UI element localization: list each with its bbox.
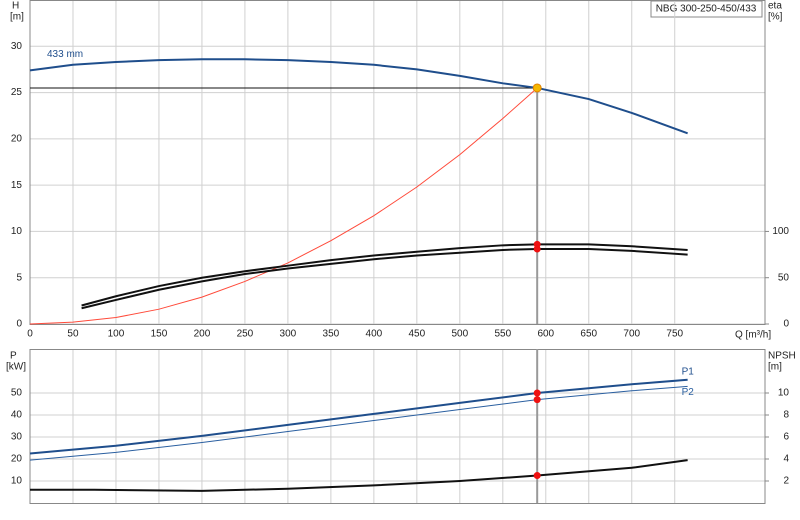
series-line (81, 248, 688, 310)
duty-marker (533, 389, 541, 397)
series-line (29, 58, 688, 135)
series-line (29, 378, 688, 455)
y2-label: eta (768, 1, 782, 12)
y2-tick-label: 0 (783, 319, 789, 330)
y-tick-label: 50 (11, 388, 23, 399)
series-line (29, 385, 688, 461)
series-label: P2 (682, 387, 695, 398)
y2-tick-label: 6 (783, 432, 789, 443)
y-unit: [kW] (6, 362, 26, 373)
series-line (81, 243, 688, 307)
chart-title: NBG 300-250-450/433 (656, 4, 757, 15)
y2-tick-label: 8 (783, 410, 789, 421)
duty-marker (533, 245, 541, 253)
x-tick-label: 350 (323, 329, 340, 340)
y-tick-label: 10 (11, 476, 23, 487)
y-label: P (10, 351, 17, 362)
x-tick-label: 500 (451, 329, 468, 340)
y-unit: [m] (10, 12, 24, 23)
x-tick-label: 100 (108, 329, 125, 340)
x-tick-label: 600 (537, 329, 554, 340)
x-tick-label: 0 (27, 329, 33, 340)
y2-unit: [%] (768, 12, 783, 23)
y-tick-label: 5 (16, 272, 22, 283)
y-tick-label: 0 (16, 319, 22, 330)
x-tick-label: 550 (494, 329, 511, 340)
y-tick-label: 30 (11, 41, 23, 52)
x-tick-label: 750 (666, 329, 683, 340)
duty-marker (533, 396, 541, 404)
series-label: P1 (682, 366, 695, 377)
y-tick-label: 30 (11, 432, 23, 443)
x-tick-label: 700 (623, 329, 640, 340)
y-tick-label: 25 (11, 87, 23, 98)
y2-tick-label: 10 (778, 388, 790, 399)
plot-frame (29, 0, 766, 325)
plot-frame (29, 349, 766, 504)
x-tick-label: 200 (194, 329, 211, 340)
x-tick-label: 50 (67, 329, 79, 340)
x-tick-label: 250 (237, 329, 254, 340)
x-tick-label: 150 (151, 329, 168, 340)
series-label: 433 mm (47, 49, 83, 60)
x-tick-label: 300 (280, 329, 297, 340)
y2-label: NPSH (768, 351, 796, 362)
x-tick-label: 650 (580, 329, 597, 340)
y2-tick-label: 100 (772, 226, 789, 237)
y-label: H (12, 1, 19, 12)
series-line (29, 87, 538, 325)
y2-tick-label: 4 (783, 454, 789, 465)
y-tick-label: 10 (11, 226, 23, 237)
y-tick-label: 40 (11, 410, 23, 421)
y-tick-label: 20 (11, 133, 23, 144)
duty-point (532, 83, 542, 93)
y-tick-label: 20 (11, 454, 23, 465)
x-tick-label: 400 (366, 329, 383, 340)
y2-unit: [m] (768, 362, 782, 373)
y2-tick-label: 2 (783, 476, 789, 487)
series-line (30, 459, 688, 492)
x-tick-label: 450 (408, 329, 425, 340)
x-label: Q [m³/h] (735, 330, 771, 341)
y2-tick-label: 50 (778, 272, 790, 283)
duty-marker (533, 472, 541, 479)
y-tick-label: 15 (11, 180, 23, 191)
